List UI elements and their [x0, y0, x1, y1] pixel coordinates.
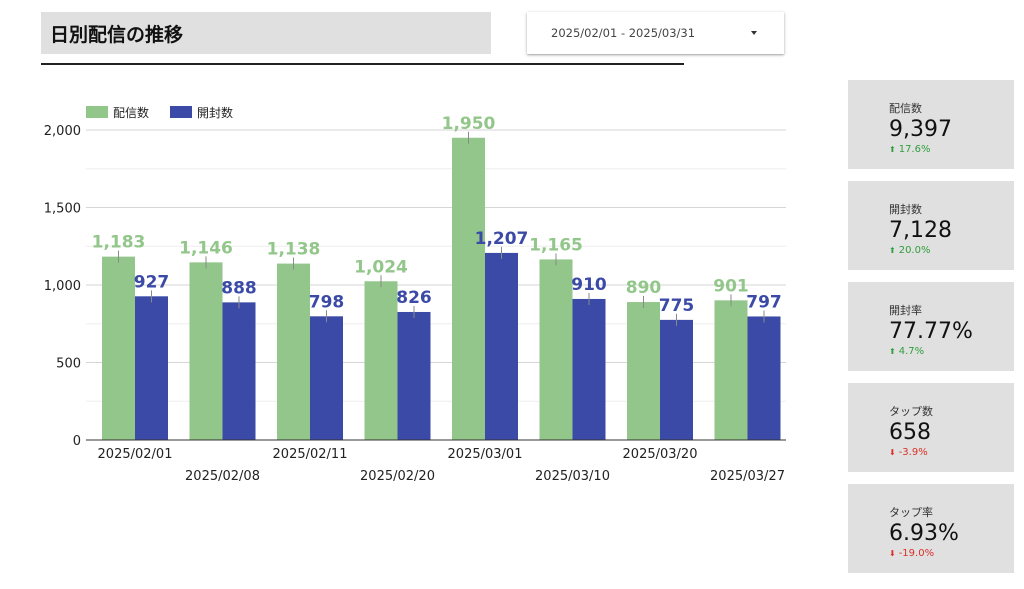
data-label: 901 — [713, 276, 749, 296]
bar — [572, 298, 606, 440]
kpi-delta-value: -19.0% — [898, 548, 935, 559]
kpi-value: 6.93% — [889, 521, 959, 546]
data-label: 1,024 — [354, 257, 408, 277]
data-label: 1,146 — [179, 238, 233, 258]
page-title: 日別配信の推移 — [50, 23, 184, 46]
bar — [102, 256, 135, 440]
arrow-up-icon: ⬆ — [889, 145, 896, 154]
y-tick-label: 1,000 — [44, 279, 81, 294]
data-label: 797 — [746, 292, 782, 312]
kpi-label: タップ率 — [889, 506, 933, 519]
y-tick-label: 1,500 — [44, 202, 81, 217]
x-tick-label: 2025/03/20 — [623, 447, 698, 462]
data-label: 798 — [309, 292, 345, 312]
bar — [189, 262, 223, 440]
bar — [310, 316, 343, 440]
kpi-delta: ⬆ 20.0% — [889, 245, 1014, 257]
dropdown-caret-icon — [751, 31, 757, 35]
kpi-label: タップ数 — [889, 405, 933, 418]
bar — [277, 263, 310, 440]
page-title-box: 日別配信の推移 — [41, 12, 491, 54]
kpi-card-taps: タップ数 658 ⬇ -3.9% — [848, 383, 1014, 472]
date-range-value: 2025/02/01 - 2025/03/31 — [551, 26, 696, 40]
bar — [135, 296, 168, 440]
y-tick-label: 2,000 — [44, 124, 81, 139]
x-tick-label: 2025/02/20 — [360, 469, 435, 484]
daily-delivery-chart: 0 500 1,000 1,500 2,000 1,183 1,146 1,138 1,024 1… — [44, 105, 786, 484]
kpi-value: 658 — [889, 420, 931, 445]
data-label: 1,165 — [529, 235, 583, 255]
y-tick-label: 500 — [56, 357, 81, 372]
data-label: 927 — [134, 272, 170, 292]
bar — [747, 316, 781, 440]
x-tick-label: 2025/03/01 — [448, 447, 523, 462]
kpi-label: 開封数 — [889, 203, 922, 216]
kpi-value: 9,397 — [889, 117, 952, 142]
bar — [539, 259, 573, 440]
x-tick-label: 2025/03/10 — [535, 469, 610, 484]
kpi-delta: ⬇ -3.9% — [889, 447, 1014, 459]
data-label: 890 — [626, 278, 662, 298]
legend-label: 配信数 — [113, 105, 149, 120]
legend-label: 開封数 — [197, 105, 233, 120]
bar — [397, 311, 431, 440]
bar — [485, 252, 518, 440]
kpi-value: 7,128 — [889, 218, 952, 243]
kpi-value: 77.77% — [889, 319, 973, 344]
y-tick-label: 0 — [73, 434, 81, 449]
x-tick-label: 2025/02/08 — [185, 469, 260, 484]
bar — [364, 281, 398, 440]
kpi-delta-value: 20.0% — [898, 245, 931, 256]
x-tick-label: 2025/02/01 — [98, 447, 173, 462]
legend-swatch — [170, 106, 192, 118]
date-range-picker[interactable]: 2025/02/01 - 2025/03/31 — [527, 12, 784, 54]
data-label: 1,207 — [475, 229, 529, 249]
kpi-card-sent: 配信数 9,397 ⬆ 17.6% — [848, 80, 1014, 169]
data-label: 910 — [571, 275, 607, 295]
kpi-delta: ⬇ -19.0% — [889, 548, 1014, 560]
bar — [660, 319, 693, 440]
kpi-card-open-rate: 開封率 77.77% ⬆ 4.7% — [848, 282, 1014, 371]
data-label: 1,138 — [267, 240, 321, 260]
arrow-up-icon: ⬆ — [889, 246, 896, 255]
kpi-label: 配信数 — [889, 102, 922, 115]
kpi-delta-value: -3.9% — [898, 447, 928, 458]
arrow-down-icon: ⬇ — [889, 549, 896, 558]
kpi-delta-value: 4.7% — [898, 346, 925, 357]
kpi-label: 開封率 — [889, 304, 922, 317]
kpi-card-tap-rate: タップ率 6.93% ⬇ -19.0% — [848, 484, 1014, 573]
data-label: 826 — [396, 288, 432, 308]
data-label: 775 — [659, 296, 695, 316]
legend-swatch — [86, 106, 108, 118]
kpi-delta: ⬆ 17.6% — [889, 144, 1014, 156]
data-label: 1,183 — [92, 233, 146, 253]
bar — [627, 302, 660, 440]
x-tick-label: 2025/02/11 — [273, 447, 348, 462]
data-label: 1,950 — [442, 114, 496, 134]
kpi-delta-value: 17.6% — [898, 144, 931, 155]
x-tick-label: 2025/03/27 — [710, 469, 785, 484]
data-label: 888 — [221, 278, 257, 298]
title-divider — [41, 63, 684, 65]
kpi-card-opened: 開封数 7,128 ⬆ 20.0% — [848, 181, 1014, 270]
bar — [714, 300, 748, 440]
bar — [222, 302, 256, 440]
kpi-delta: ⬆ 4.7% — [889, 346, 1014, 358]
arrow-up-icon: ⬆ — [889, 347, 896, 356]
bar — [452, 137, 485, 440]
arrow-down-icon: ⬇ — [889, 448, 896, 457]
